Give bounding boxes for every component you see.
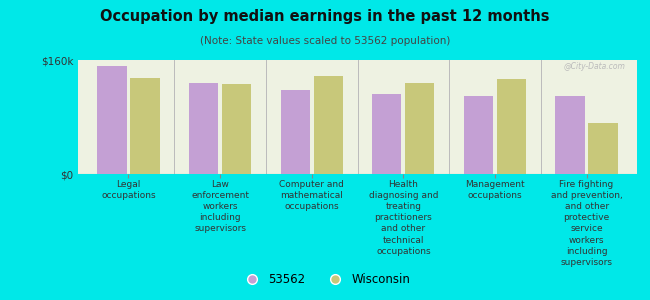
Bar — [281, 90, 310, 174]
Bar — [372, 94, 402, 174]
Bar — [313, 76, 343, 174]
Text: Legal
occupations: Legal occupations — [101, 180, 156, 200]
Text: (Note: State values scaled to 53562 population): (Note: State values scaled to 53562 popu… — [200, 36, 450, 46]
Legend: 53562, Wisconsin: 53562, Wisconsin — [235, 269, 415, 291]
Bar — [556, 96, 585, 174]
Text: @City-Data.com: @City-Data.com — [564, 62, 626, 71]
Bar — [222, 84, 251, 174]
Bar — [497, 79, 526, 174]
Bar — [130, 78, 159, 174]
Bar — [405, 83, 434, 174]
Bar — [464, 96, 493, 174]
Text: Fire fighting
and prevention,
and other
protective
service
workers
including
sup: Fire fighting and prevention, and other … — [551, 180, 623, 267]
Bar — [189, 83, 218, 174]
Bar — [98, 66, 127, 174]
Text: Occupation by median earnings in the past 12 months: Occupation by median earnings in the pas… — [100, 9, 550, 24]
Text: Law
enforcement
workers
including
supervisors: Law enforcement workers including superv… — [191, 180, 249, 233]
Text: Health
diagnosing and
treating
practitioners
and other
technical
occupations: Health diagnosing and treating practitio… — [369, 180, 438, 256]
Text: Management
occupations: Management occupations — [465, 180, 525, 200]
Bar — [588, 123, 618, 174]
Text: Computer and
mathematical
occupations: Computer and mathematical occupations — [280, 180, 344, 211]
